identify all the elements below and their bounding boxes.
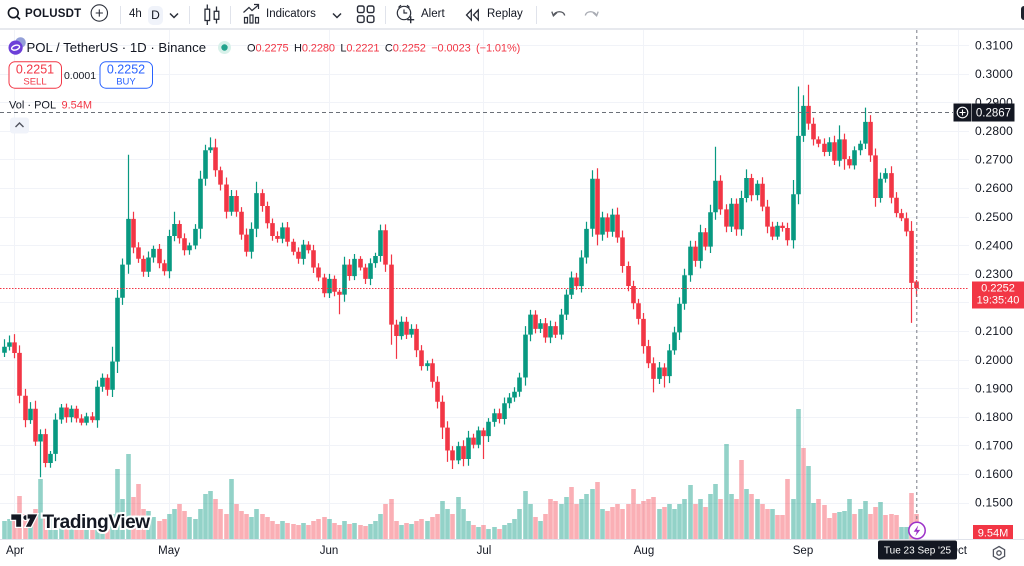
svg-text:0.2100: 0.2100 [975, 324, 1013, 338]
svg-text:0.1800: 0.1800 [975, 410, 1013, 424]
svg-text:Aug: Aug [634, 545, 654, 557]
svg-text:TradingView: TradingView [43, 512, 151, 533]
svg-text:POL / TetherUS · 1D · Binance: POL / TetherUS · 1D · Binance [27, 40, 207, 55]
svg-text:0.2600: 0.2600 [975, 181, 1013, 195]
svg-text:0.3100: 0.3100 [975, 38, 1013, 52]
svg-text:Sep: Sep [793, 545, 813, 557]
svg-text:0.3000: 0.3000 [975, 67, 1013, 81]
svg-text:0.2300: 0.2300 [975, 267, 1013, 281]
svg-text:0.1600: 0.1600 [975, 467, 1013, 481]
svg-text:0.2252: 0.2252 [981, 283, 1015, 295]
svg-text:0.2251: 0.2251 [16, 62, 54, 76]
svg-text:BUY: BUY [116, 77, 136, 88]
svg-text:0.2000: 0.2000 [975, 353, 1013, 367]
svg-text:Tue 23 Sep '25: Tue 23 Sep '25 [884, 546, 952, 557]
svg-text:Apr: Apr [6, 545, 24, 557]
svg-text:O0.2275 H0.2280 L0.2221 C0.225: O0.2275 H0.2280 L0.2221 C0.2252 −0.0023 … [247, 43, 520, 55]
svg-text:9.54M: 9.54M [62, 100, 93, 112]
svg-text:Vol · POL: Vol · POL [9, 100, 56, 112]
svg-text:0.2500: 0.2500 [975, 210, 1013, 224]
svg-text:9.54M: 9.54M [978, 527, 1009, 539]
svg-text:Jun: Jun [320, 545, 339, 557]
svg-text:0.2400: 0.2400 [975, 238, 1013, 252]
svg-text:0.1700: 0.1700 [975, 439, 1013, 453]
svg-text:19:35:40: 19:35:40 [977, 295, 1020, 307]
svg-text:0.1500: 0.1500 [975, 496, 1013, 510]
svg-text:0.2700: 0.2700 [975, 153, 1013, 167]
svg-text:0.2867: 0.2867 [976, 107, 1011, 119]
svg-text:0.2252: 0.2252 [107, 62, 145, 76]
svg-text:0.1900: 0.1900 [975, 381, 1013, 395]
svg-text:0.2800: 0.2800 [975, 124, 1013, 138]
svg-text:SELL: SELL [23, 77, 46, 88]
svg-text:Jul: Jul [477, 545, 492, 557]
svg-text:May: May [158, 545, 180, 557]
svg-text:0.0001: 0.0001 [64, 70, 96, 82]
